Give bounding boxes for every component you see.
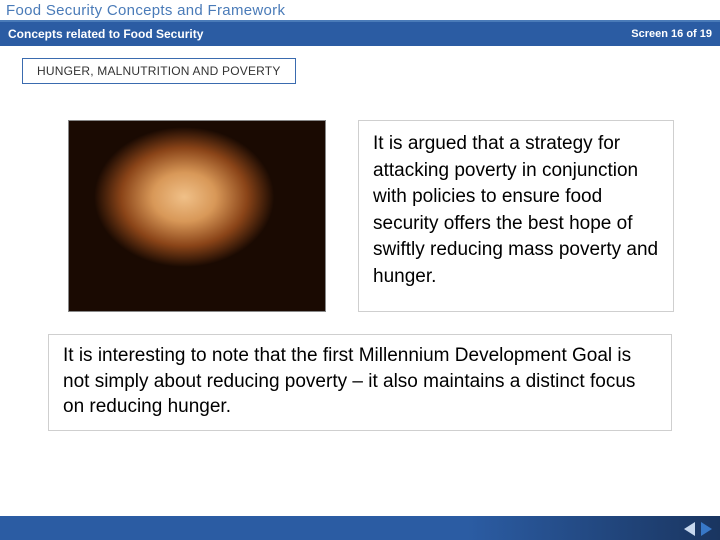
title-bar: Food Security Concepts and Framework xyxy=(0,0,720,22)
bottom-text-box: It is interesting to note that the first… xyxy=(48,334,672,431)
content-row: It is argued that a strategy for attacki… xyxy=(0,120,720,312)
prev-arrow-icon[interactable] xyxy=(684,522,695,536)
hands-image xyxy=(68,120,326,312)
footer-bar xyxy=(0,516,720,540)
next-arrow-icon[interactable] xyxy=(701,522,712,536)
nav-arrows xyxy=(684,522,712,536)
section-subtitle: Concepts related to Food Security xyxy=(8,27,203,41)
subtitle-bar: Concepts related to Food Security Screen… xyxy=(0,22,720,46)
main-text-box: It is argued that a strategy for attacki… xyxy=(358,120,674,312)
course-title: Food Security Concepts and Framework xyxy=(6,2,285,19)
topic-heading: HUNGER, MALNUTRITION AND POVERTY xyxy=(22,58,296,84)
screen-counter: Screen 16 of 19 xyxy=(631,28,712,40)
